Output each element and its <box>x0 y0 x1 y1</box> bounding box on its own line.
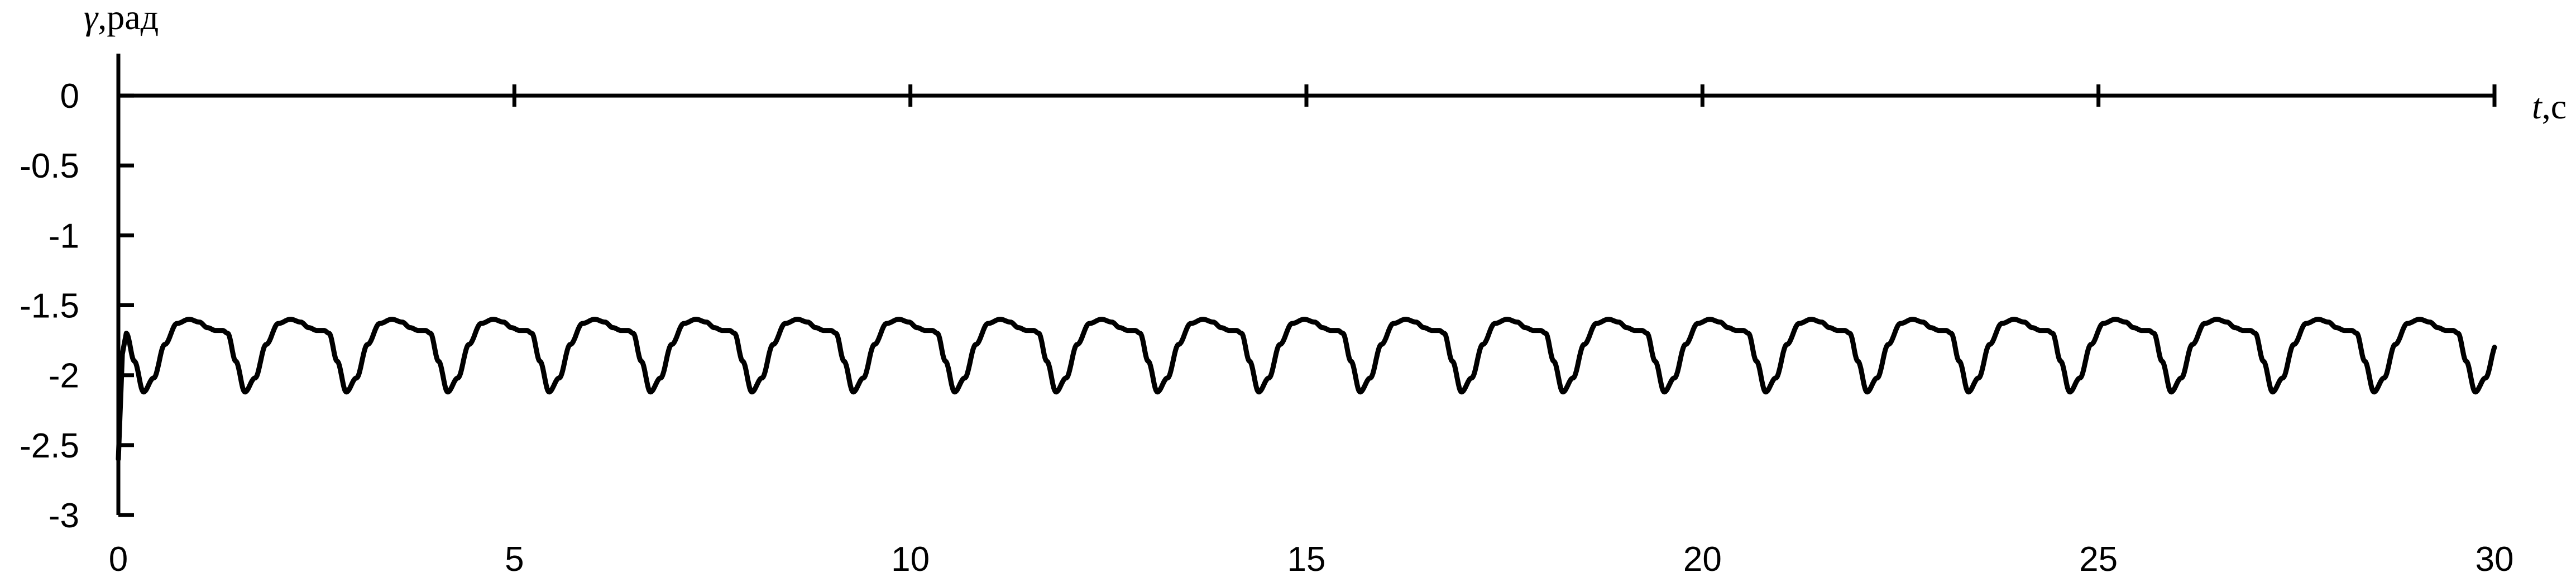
series-line <box>116 317 2497 462</box>
x-axis-symbol: t <box>2532 87 2543 126</box>
y-tick-label: -2.5 <box>20 427 79 465</box>
x-tick-label: 25 <box>2079 540 2118 577</box>
y-tick-label: -3 <box>49 497 79 535</box>
x-tick-label: 15 <box>1287 540 1326 577</box>
y-ticks: 0 -0.5 -1 -1.5 -2 -2.5 -3 <box>20 77 134 535</box>
x-ticks: 0 5 10 15 20 25 30 <box>109 84 2514 577</box>
y-tick-label: 0 <box>60 77 79 116</box>
y-tick-label: -0.5 <box>20 147 79 185</box>
x-tick-label: 30 <box>2476 540 2514 577</box>
y-tick-label: -1.5 <box>20 287 79 326</box>
y-tick-label: -1 <box>49 217 79 255</box>
x-tick-label: 0 <box>109 540 128 577</box>
x-tick-label: 10 <box>891 540 930 577</box>
x-axis-title: t,c <box>2532 87 2567 126</box>
x-axis-unit: ,c <box>2542 87 2567 126</box>
series-group <box>116 317 2497 462</box>
y-axis-symbol: γ <box>84 0 99 37</box>
y-axis-unit: ,рад <box>98 0 159 37</box>
x-tick-label: 5 <box>505 540 524 577</box>
y-tick-label: -2 <box>49 357 79 395</box>
y-axis-title: γ,рад <box>84 0 159 37</box>
x-tick-label: 20 <box>1683 540 1722 577</box>
